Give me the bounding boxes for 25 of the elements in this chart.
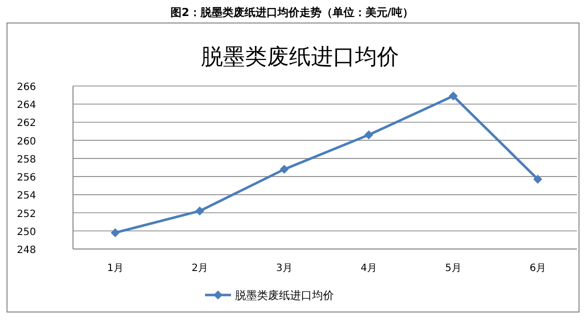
x-tick-label: 5月 [445, 263, 462, 274]
y-tick-label: 262 [16, 118, 36, 130]
y-tick-label: 258 [16, 154, 36, 166]
x-tick-label: 4月 [360, 263, 377, 274]
y-tick-label: 252 [16, 208, 36, 220]
y-tick-label: 250 [16, 226, 36, 238]
y-tick-label: 256 [16, 172, 36, 184]
x-tick-label: 2月 [192, 263, 208, 274]
point [110, 228, 120, 238]
y-tick-label: 260 [16, 136, 36, 148]
caption: 图2：脱墨类废纸进口均价走势（单位：美元/吨） [170, 6, 414, 19]
x-tick-label: 1月 [107, 263, 124, 274]
chart-title: 脱墨类废纸进口均价 [201, 45, 399, 70]
point [533, 174, 542, 184]
y-tick-label: 266 [16, 82, 36, 93]
y-tick-label: 254 [16, 190, 36, 202]
x-tick-label: 6月 [530, 263, 546, 274]
point [280, 164, 289, 174]
y-tick-label: 264 [16, 100, 36, 112]
y-tick-label: 248 [16, 245, 36, 256]
point [364, 130, 374, 140]
x-tick-label: 3月 [276, 263, 292, 274]
point [448, 91, 458, 100]
point [195, 206, 204, 216]
legend-label: 脱墨类废纸进口均价 [235, 289, 334, 302]
